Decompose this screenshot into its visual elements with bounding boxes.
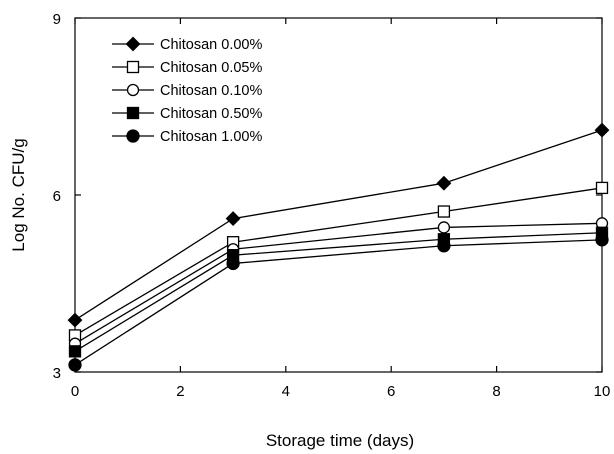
legend-marker <box>125 36 141 52</box>
series-layer <box>67 122 610 372</box>
y-tick-label: 3 <box>53 365 61 382</box>
legend-label: Chitosan 0.50% <box>160 106 262 122</box>
series-0 <box>67 122 610 328</box>
series-line <box>74 239 603 366</box>
plot-frame <box>74 17 603 373</box>
x-tick-label: 0 <box>71 383 79 400</box>
legend-label: Chitosan 0.00% <box>160 37 262 53</box>
series-4 <box>68 233 609 372</box>
plot-area-border <box>74 17 603 373</box>
legend-item: Chitosan 0.10% <box>112 83 262 99</box>
legend-item: Chitosan 0.00% <box>112 36 262 53</box>
data-point <box>436 175 452 191</box>
legend-item: Chitosan 1.00% <box>112 129 262 145</box>
data-point <box>594 122 610 138</box>
x-tick-label: 4 <box>282 383 290 400</box>
x-tick-label: 10 <box>594 383 611 400</box>
x-tick-label: 6 <box>387 383 395 400</box>
x-axis-label: Storage time (days) <box>266 431 414 450</box>
y-tick-label: 9 <box>53 11 61 28</box>
x-tick-label: 2 <box>176 383 184 400</box>
legend-item: Chitosan 0.05% <box>112 60 262 76</box>
legend-marker <box>126 129 140 143</box>
y-axis-ticks: 3 6 9 <box>53 11 602 382</box>
legend-label: Chitosan 0.10% <box>160 83 262 99</box>
y-tick-label: 6 <box>53 188 61 205</box>
data-point <box>68 345 82 358</box>
legend-label: Chitosan 1.00% <box>160 129 262 145</box>
data-point <box>226 256 240 271</box>
legend-item: Chitosan 0.50% <box>112 106 262 122</box>
data-point <box>437 205 451 218</box>
series-1 <box>68 181 609 342</box>
legend: Chitosan 0.00% Chitosan 0.05% Chitosan 0.1… <box>112 36 262 145</box>
legend-marker <box>126 106 140 120</box>
y-axis-label: Log No. CFU/g <box>9 138 28 251</box>
data-point <box>595 233 609 247</box>
series-line <box>74 187 603 336</box>
data-point <box>437 221 451 234</box>
legend-marker <box>126 83 140 97</box>
legend-marker <box>126 60 140 74</box>
series-3 <box>68 226 609 358</box>
data-point <box>67 312 83 328</box>
data-point <box>595 181 609 195</box>
x-tick-label: 8 <box>492 383 500 400</box>
legend-label: Chitosan 0.05% <box>160 60 262 76</box>
data-point <box>225 211 241 227</box>
series-line <box>74 129 603 321</box>
series-line <box>74 232 603 352</box>
series-2 <box>68 217 609 350</box>
data-point <box>437 239 451 253</box>
series-line <box>74 222 603 345</box>
x-axis-ticks: 0 2 4 6 8 10 <box>71 18 611 400</box>
data-point <box>68 358 82 372</box>
